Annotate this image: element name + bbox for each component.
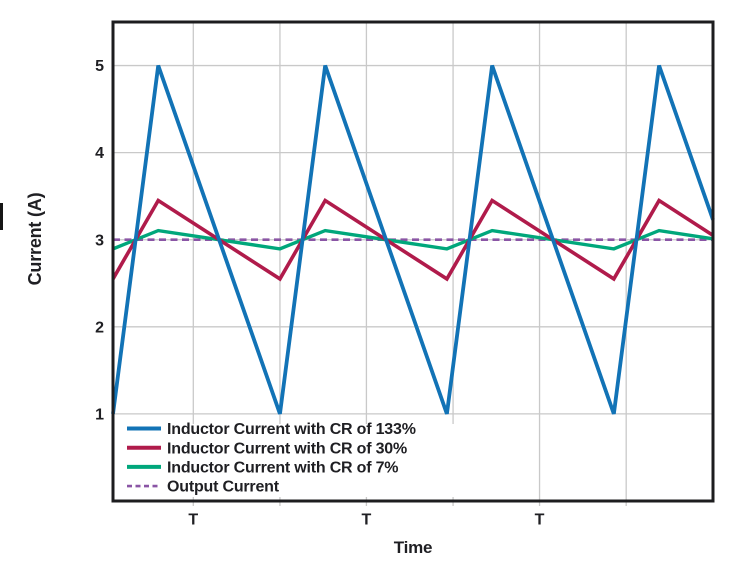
x-tick-label: T [535,512,545,529]
y-tick-label: 5 [95,58,104,75]
edge-artifact [0,203,3,230]
x-axis-label: Time [394,538,433,557]
y-axis-label: Current (A) [25,192,45,285]
x-tick-label: T [362,512,372,529]
legend-label: Inductor Current with CR of 7% [167,460,398,477]
legend-label: Inductor Current with CR of 30% [167,440,407,457]
series-line-133pct [111,64,715,415]
y-tick-label: 4 [95,145,104,162]
series-line-30pct [111,197,714,282]
legend-label: Inductor Current with CR of 133% [167,421,416,438]
series-line-7pct [112,228,714,251]
y-tick-label: 2 [95,319,104,336]
y-tick-label: 1 [95,407,104,424]
legend-box [118,424,458,497]
x-tick-label: T [188,512,198,529]
y-tick-label: 3 [95,232,104,249]
legend-label: Output Current [167,479,280,496]
plot-border [111,20,715,503]
